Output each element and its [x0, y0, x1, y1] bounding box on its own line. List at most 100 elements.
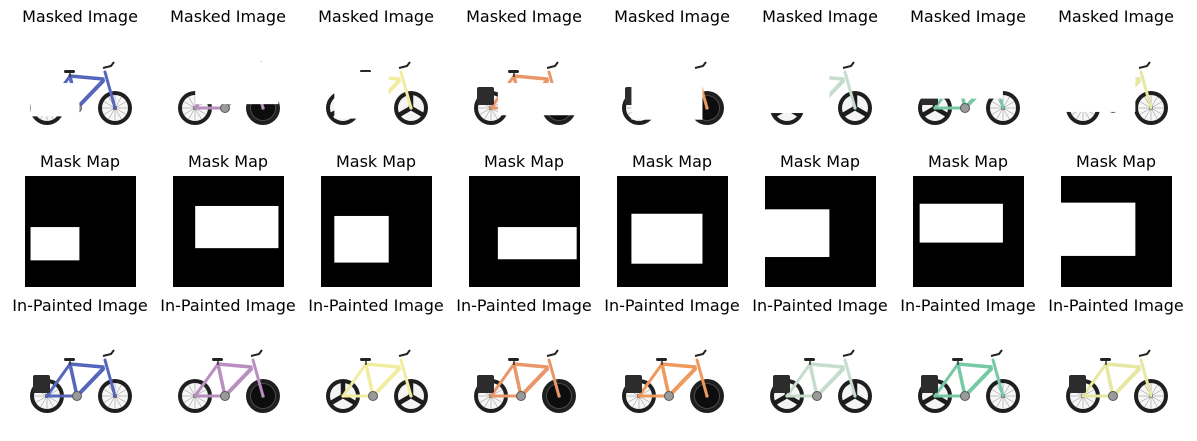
pannier-bag: [921, 375, 938, 393]
mask-map-panel: [1061, 176, 1172, 287]
panel-title: Masked Image: [466, 7, 582, 26]
saddle: [508, 70, 519, 73]
inpainted-image-panel: [321, 320, 432, 431]
panel-title: Mask Map: [39, 152, 121, 171]
saddle: [212, 358, 223, 361]
handlebar: [842, 61, 855, 69]
mask-map-panel: [469, 176, 580, 287]
inpainted-image-panel: [173, 320, 284, 431]
mask-map-panel: [913, 176, 1024, 287]
mask-region: [195, 205, 279, 249]
pannier-bag: [33, 375, 50, 393]
handlebar: [546, 349, 559, 357]
handlebar: [398, 349, 411, 357]
panel-title: Masked Image: [170, 7, 286, 26]
panel-title: Mask Map: [927, 152, 1009, 171]
bicycle-graphic: [622, 349, 724, 413]
panel-title: In-Painted Image: [160, 296, 296, 315]
handlebar: [694, 61, 707, 69]
panel-title: Mask Map: [779, 152, 861, 171]
saddle: [360, 358, 371, 361]
saddle: [1100, 358, 1111, 361]
panel-title: Mask Map: [483, 152, 565, 171]
masked-region: [30, 83, 80, 117]
handlebar: [1138, 61, 1151, 69]
mask-region: [30, 227, 80, 261]
mask-region: [631, 213, 703, 264]
panel-title: In-Painted Image: [900, 296, 1036, 315]
panel-title: Mask Map: [335, 152, 417, 171]
bicycle-frame: [193, 358, 265, 398]
panel-title: Masked Image: [614, 7, 730, 26]
crankset: [516, 391, 526, 401]
mask-region: [497, 227, 577, 260]
crankset: [368, 391, 378, 401]
inpainted-image-panel: [25, 320, 136, 431]
handlebar: [102, 61, 115, 69]
masked-region: [497, 83, 577, 116]
masked-image-panel: [913, 32, 1024, 143]
bicycle-graphic: [178, 349, 280, 413]
panel-title: Masked Image: [1058, 7, 1174, 26]
mask-region: [334, 215, 389, 263]
panel-title: Mask Map: [631, 152, 713, 171]
bicycle-frame: [489, 358, 561, 398]
saddle: [64, 358, 75, 361]
masked-region: [631, 69, 703, 120]
panel-title: In-Painted Image: [1048, 296, 1184, 315]
crankset: [220, 391, 230, 401]
inpainted-image-panel: [765, 320, 876, 431]
masked-image-panel: [765, 32, 876, 143]
bicycle-graphic: [30, 349, 132, 413]
masked-region: [765, 65, 830, 114]
bicycle-graphic: [326, 349, 428, 413]
handlebar: [546, 61, 559, 69]
masked-image-panel: [321, 32, 432, 143]
masked-region: [919, 59, 1003, 99]
mask-map-panel: [617, 176, 728, 287]
panel-title: In-Painted Image: [456, 296, 592, 315]
pannier-bag: [773, 375, 790, 393]
panel-title: In-Painted Image: [12, 296, 148, 315]
bicycle-graphic: [770, 349, 872, 413]
bicycle-frame: [785, 358, 857, 398]
handlebar: [694, 349, 707, 357]
mask-map-panel: [765, 176, 876, 287]
crankset: [1108, 391, 1118, 401]
masked-image-panel: [25, 32, 136, 143]
masked-region: [1061, 58, 1136, 112]
panel-title: Mask Map: [187, 152, 269, 171]
wheel-graphic: [394, 91, 428, 125]
pannier-bag: [1069, 375, 1086, 393]
saddle: [804, 358, 815, 361]
crankset: [664, 391, 674, 401]
handlebar: [102, 349, 115, 357]
crankset: [960, 103, 970, 113]
panel-title: In-Painted Image: [752, 296, 888, 315]
masked-image-panel: [173, 32, 284, 143]
bicycle-graphic: [474, 349, 576, 413]
inpainted-image-panel: [617, 320, 728, 431]
crankset: [812, 391, 822, 401]
inpainted-image-panel: [913, 320, 1024, 431]
inpainted-image-panel: [1061, 320, 1172, 431]
mask-map-panel: [321, 176, 432, 287]
saddle: [656, 358, 667, 361]
masked-region: [334, 71, 389, 119]
masked-image-panel: [617, 32, 728, 143]
panel-title: In-Painted Image: [308, 296, 444, 315]
pannier-bag: [625, 375, 642, 393]
handlebar: [398, 61, 411, 69]
masked-region: [195, 61, 279, 105]
saddle: [64, 70, 75, 73]
masked-image-panel: [1061, 32, 1172, 143]
mask-region: [765, 209, 830, 258]
inpainted-image-panel: [469, 320, 580, 431]
crankset: [220, 103, 230, 113]
saddle: [508, 358, 519, 361]
panel-title: Mask Map: [1075, 152, 1157, 171]
saddle: [952, 358, 963, 361]
mask-region: [1061, 202, 1136, 256]
crankset: [960, 391, 970, 401]
